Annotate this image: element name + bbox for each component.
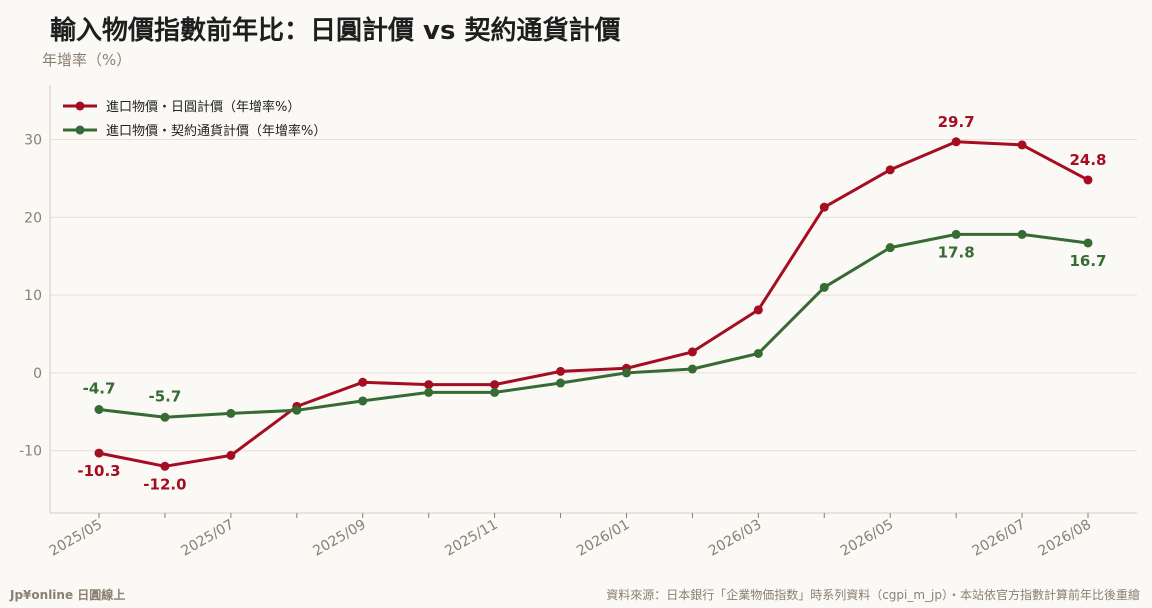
x-tick-label: 2025/05	[47, 517, 105, 560]
data-label: 29.7	[938, 113, 975, 131]
x-tick-label: 2026/05	[838, 517, 896, 560]
series-line-1	[98, 232, 1089, 419]
data-label: 17.8	[938, 243, 975, 261]
data-labels: -10.3 -12.0 29.7 24.8 -4.7 -5.7 17.8 16.7	[77, 113, 1106, 494]
brand-footer: Jp¥online 日圓線上	[10, 588, 126, 602]
series-line-0	[98, 140, 1089, 468]
data-point	[753, 305, 763, 315]
series-layer	[94, 137, 1093, 471]
data-point	[556, 378, 566, 388]
data-point	[819, 202, 829, 212]
legend-swatch-marker	[75, 125, 85, 135]
data-point	[951, 229, 961, 239]
data-label: 16.7	[1069, 252, 1106, 270]
data-label: -5.7	[149, 387, 182, 405]
data-point	[885, 165, 895, 175]
data-point	[1083, 238, 1093, 248]
data-point	[1083, 175, 1093, 185]
data-point	[819, 282, 829, 292]
data-point	[94, 405, 104, 415]
legend-swatch-marker	[75, 101, 85, 111]
chart-title: 輸入物價指數前年比：日圓計價 vs 契約通貨計價	[50, 16, 621, 46]
data-point	[687, 347, 697, 357]
data-label: -12.0	[143, 475, 186, 493]
y-tick-label: 30	[24, 132, 42, 148]
legend-entry: 進口物價・日圓計價（年增率%）	[106, 99, 300, 115]
data-point	[1017, 229, 1027, 239]
data-point	[621, 368, 631, 378]
data-point	[490, 387, 500, 397]
data-label: -10.3	[77, 462, 120, 480]
legend: 進口物價・日圓計價（年增率%） 進口物價・契約通貨計價（年增率%）	[63, 99, 326, 139]
x-tick-label: 2026/07	[970, 517, 1028, 560]
data-label: -4.7	[83, 380, 116, 398]
y-axis-label: 年增率（%）	[42, 51, 132, 69]
data-point	[687, 364, 697, 374]
data-point	[951, 137, 961, 147]
data-point	[556, 366, 566, 376]
x-tick-label: 2026/03	[706, 517, 764, 560]
data-point	[490, 380, 500, 390]
data-label: 24.8	[1069, 151, 1106, 169]
x-tick-label: 2025/11	[442, 517, 500, 560]
source-footer: 資料來源：日本銀行「企業物価指数」時系列資料（cgpi_m_jp）・本站依官方指…	[606, 588, 1140, 602]
data-point	[358, 396, 368, 406]
data-point	[292, 405, 302, 415]
x-tick-label: 2025/07	[178, 517, 236, 560]
axes: -10 0 10 20 30 2025/05 2025/07 2025/09 2025/11 20…	[19, 85, 1137, 560]
y-tick-label: 10	[24, 288, 42, 304]
data-point	[1017, 140, 1027, 150]
data-point	[160, 412, 170, 422]
legend-entry: 進口物價・契約通貨計價（年增率%）	[106, 123, 326, 139]
data-point	[160, 461, 170, 471]
x-tick-label: 2025/09	[310, 517, 368, 560]
data-point	[885, 243, 895, 253]
data-point	[226, 408, 236, 418]
y-tick-label: 0	[33, 366, 42, 382]
grid-lines	[50, 138, 1137, 452]
y-tick-label: -10	[19, 444, 42, 460]
y-tick-label: 20	[24, 210, 42, 226]
data-point	[753, 348, 763, 358]
data-point	[424, 387, 434, 397]
x-tick-label: 2026/01	[574, 517, 632, 560]
data-point	[94, 448, 104, 458]
data-point	[358, 377, 368, 387]
data-point	[226, 450, 236, 460]
x-tick-label: 2026/08	[1036, 517, 1094, 560]
data-point	[424, 380, 434, 390]
